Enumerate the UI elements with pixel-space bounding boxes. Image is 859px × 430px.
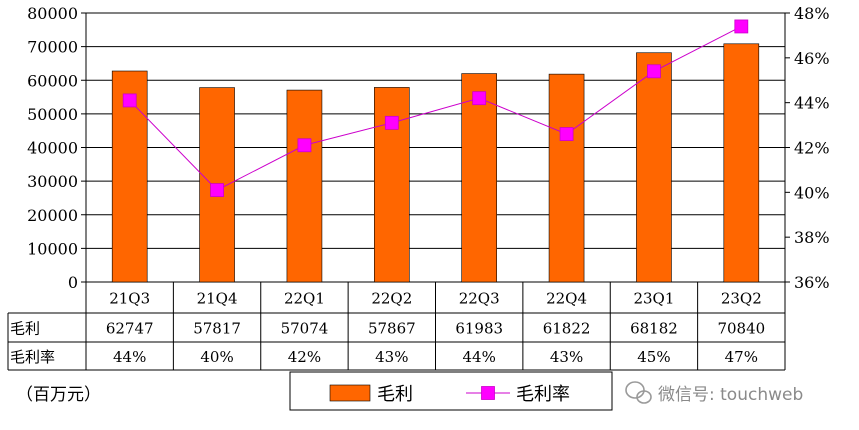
gross-margin-point-22Q3 [472,91,487,106]
gross-margin-point-23Q2 [734,19,749,34]
table-cell: 70840 [717,320,765,338]
y-left-tick-label: 10000 [27,239,78,258]
y-right-tick-label: 38% [794,228,830,247]
y-right-tick-label: 42% [794,139,830,158]
table-cell: 61983 [455,320,503,338]
table-cell: 61822 [543,320,591,338]
table-cell: 43% [375,348,408,366]
y-right-tick-label: 44% [794,94,830,113]
y-left-tick-label: 80000 [27,4,78,23]
gross-margin-point-22Q1 [297,138,312,153]
legend-label-gross-margin: 毛利率 [516,384,570,405]
category-label: 22Q1 [284,290,325,308]
table-cell: 45% [637,348,670,366]
table-cell: 57867 [368,320,416,338]
bar-23Q1 [636,52,672,283]
table-cell: 42% [288,348,321,366]
y-right-tick-label: 40% [794,183,830,202]
y-left-tick-label: 70000 [27,38,78,57]
table-row-label: 毛利 [10,320,40,338]
category-label: 22Q3 [459,290,500,308]
y-left-tick-label: 40000 [27,139,78,158]
bar-22Q4 [548,73,585,283]
category-label: 21Q4 [197,290,238,308]
table-cell: 57074 [281,320,329,338]
wechat-icon [625,381,652,404]
category-label: 21Q3 [109,290,150,308]
gross-margin-point-22Q2 [384,115,399,130]
y-right-tick-label: 48% [794,4,830,23]
bar-22Q1 [286,89,323,283]
category-label: 23Q1 [633,290,674,308]
y-left-tick-label: 30000 [27,172,78,191]
gross-margin-point-22Q4 [559,127,574,141]
table-cell: 57817 [193,320,241,338]
y-right-tick-label: 36% [794,273,830,292]
gross-margin-point-23Q1 [647,64,661,79]
gross-margin-line [129,26,742,191]
y-left-tick-label: 0 [68,273,78,292]
y-right-tick-label: 46% [794,49,830,68]
category-label: 23Q2 [721,290,762,308]
unit-label: （百万元） [16,385,101,405]
table-cell: 44% [463,348,496,366]
table-cell: 43% [550,348,583,366]
legend-marker-swatch [481,386,495,400]
table-cell: 47% [725,348,758,366]
table-cell: 62747 [106,320,154,338]
table-cell: 68182 [630,320,678,338]
table-cell: 44% [113,348,146,366]
table-row-label: 毛利率 [10,348,55,366]
y-left-tick-label: 20000 [27,206,78,225]
legend-label-gross-profit: 毛利 [377,384,413,405]
category-label: 22Q4 [546,290,587,308]
gross-margin-point-21Q4 [210,183,224,197]
gross-margin-point-21Q3 [122,93,137,108]
y-left-tick-label: 60000 [27,71,78,90]
bar-22Q3 [461,73,497,283]
y-left-tick-label: 50000 [27,105,78,124]
watermark-text: 微信号: touchweb [658,385,803,405]
table-cell: 40% [200,348,233,366]
category-label: 22Q2 [371,290,412,308]
legend-bar-swatch [329,384,371,402]
bar-23Q2 [723,43,760,283]
